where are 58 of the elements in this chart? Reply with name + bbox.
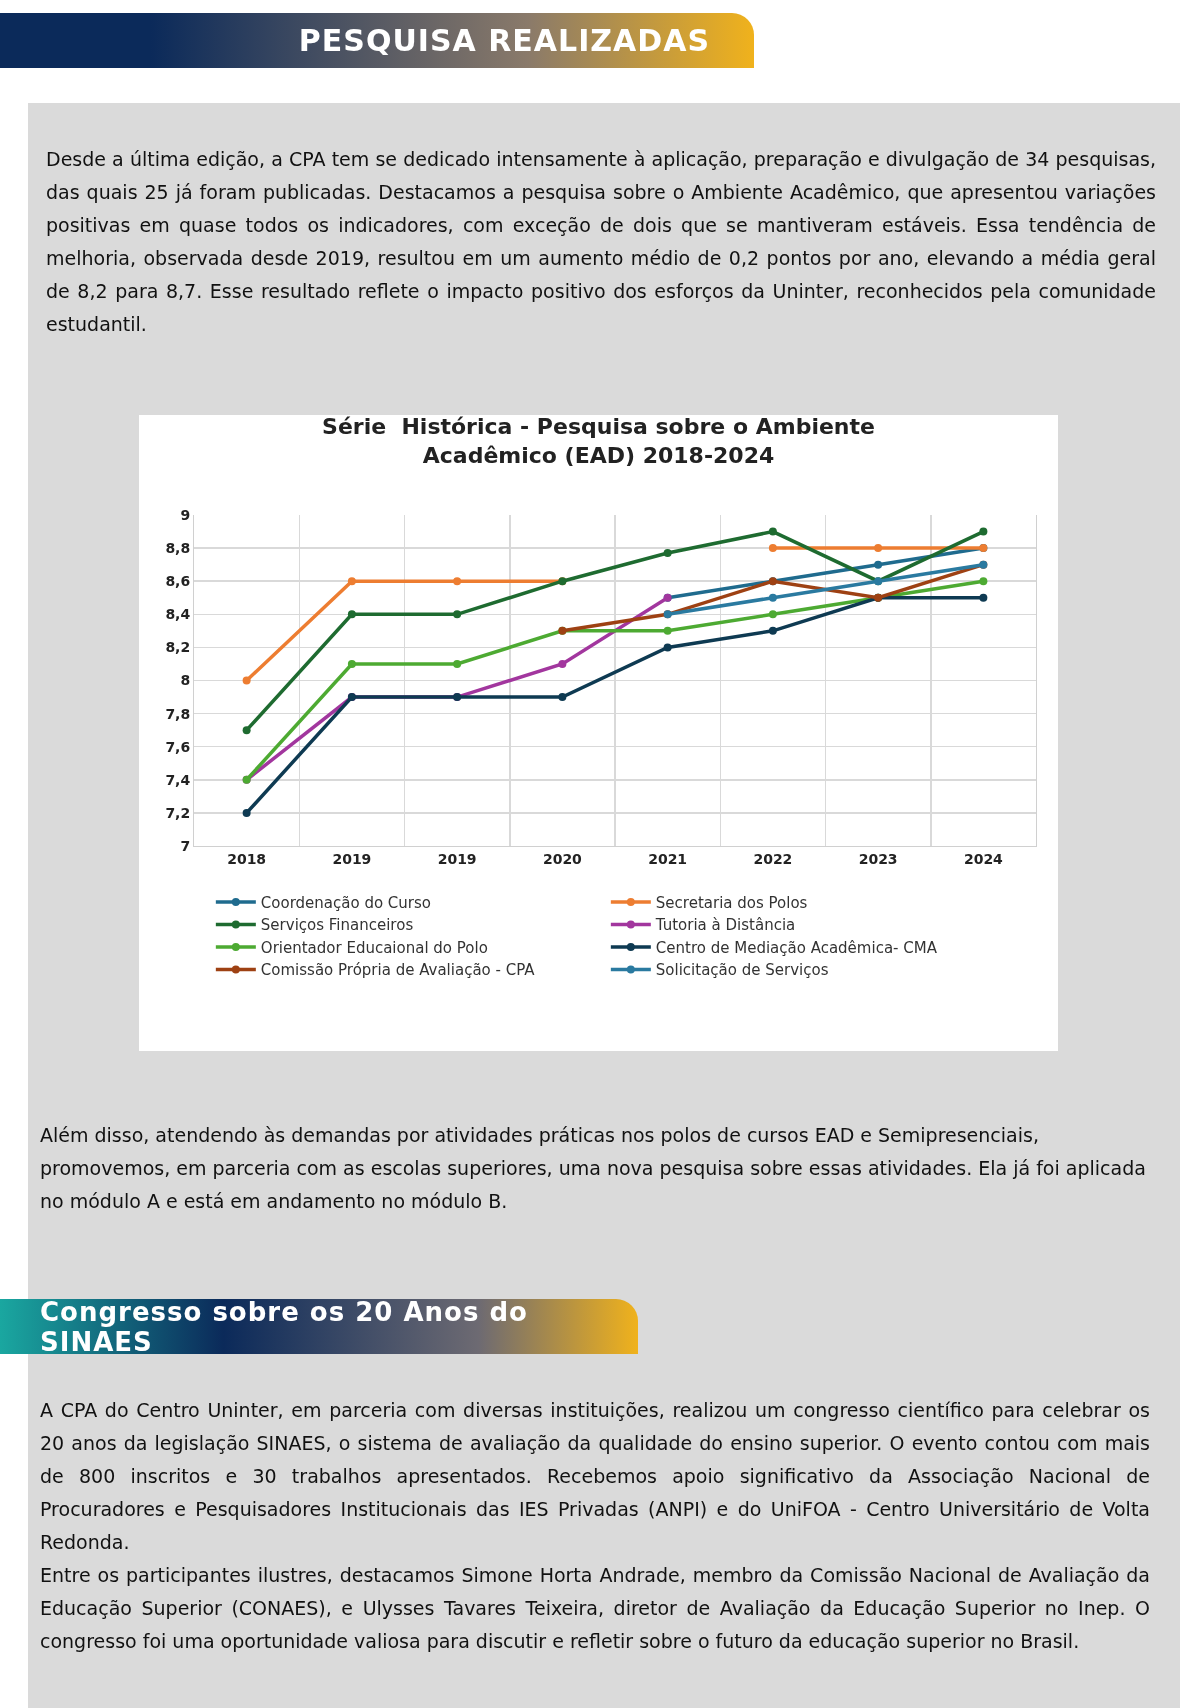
y-tick-label: 8 — [180, 672, 191, 689]
text: Congresso sobre os 20 Anos do SINAES — [40, 1296, 529, 1357]
text: Além disso, atendendo às demandas por atividades práticas nos polos de cursos EAD e Semipresenciais, promovemos, em parceria com as escolas superiores, uma nova pesquisa sobre essas atividades. Ela já foi aplicada no módulo A e está em andamento no módulo B. — [40, 1123, 1147, 1214]
y-tick-label: 8,4 — [165, 606, 191, 623]
x-tick-label: 2019 — [332, 850, 372, 867]
point — [874, 544, 883, 553]
point — [242, 808, 251, 817]
legend-label: Centro de Mediação Acadêmica- CMA — [655, 938, 938, 957]
point — [979, 593, 988, 602]
legend-label: Secretaria dos Polos — [655, 893, 808, 912]
point — [663, 626, 672, 635]
point — [453, 610, 462, 619]
point — [979, 577, 988, 586]
point — [768, 527, 777, 536]
chart-title: Série Histórica - Pesquisa sobre o Ambiente Acadêmico (EAD) 2018-2024 — [322, 414, 875, 468]
legend-label: Coordenação do Curso — [260, 893, 432, 912]
point — [558, 693, 567, 702]
point — [768, 610, 777, 619]
point — [663, 643, 672, 652]
point — [242, 676, 251, 685]
text: A CPA do Centro Uninter, em parceria com diversas instituições, realizou um congresso científico para celebrar os 20 anos da legislação SINAES, o sistema de avaliação da qualidade do ensino superior. O evento contou com mais de 800 inscritos e 30 trabalhos apresentados. Recebemos apoio significativo da Associação Nacional de Procuradores e Pesquisadores Institucionais das IES Privadas (ANPI) e do UniFOA - Centro Universitário de Volta Redonda. — [40, 1398, 1150, 1555]
y-tick-label: 8,8 — [165, 540, 191, 556]
y-tick-label: 7,4 — [165, 771, 191, 788]
point — [347, 610, 356, 619]
point — [453, 577, 462, 586]
point — [768, 626, 777, 635]
point — [979, 527, 988, 536]
x-tick-label: 2022 — [753, 850, 793, 867]
point — [347, 577, 356, 586]
legend-label: Solicitação de Serviços — [655, 961, 829, 980]
x-tick-label: 2021 — [648, 850, 688, 867]
x-tick-label: 2018 — [227, 850, 267, 867]
y-tick-label: 7 — [180, 837, 191, 854]
point — [242, 726, 251, 735]
point — [768, 544, 777, 553]
x-tick-label: 2019 — [437, 850, 477, 867]
legend-label: Tutoria à Distância — [654, 916, 796, 935]
point — [768, 593, 777, 602]
legend-label: Serviços Financeiros — [260, 916, 414, 935]
y-tick-label: 9 — [180, 506, 191, 523]
y-tick-label: 8,6 — [165, 573, 191, 590]
point — [347, 659, 356, 668]
y-tick-label: 8,2 — [165, 639, 191, 656]
point — [558, 659, 567, 668]
legend-label: Comissão Própria de Avaliação - CPA — [260, 961, 536, 980]
text: Entre os participantes ilustres, destacamos Simone Horta Andrade, membro da Comissão Nacional de Avaliação da Educação Superior (CONAES), e Ulysses Tavares Teixeira, diretor de Avaliação da Educação Superior no Inep. O congresso foi uma oportunidade valiosa para discutir e refletir sobre o futuro da educação superior no Brasil. — [40, 1563, 1150, 1654]
text: PESQUISA REALIZADAS — [298, 23, 710, 58]
point — [874, 560, 883, 569]
y-tick-label: 7,6 — [165, 738, 191, 755]
y-tick-label: 7,8 — [165, 705, 191, 722]
x-tick-label: 2020 — [542, 850, 583, 867]
x-tick-label: 2023 — [858, 850, 898, 867]
y-tick-label: 7,2 — [165, 804, 191, 821]
point — [663, 549, 672, 558]
text: Desde a última edição, a CPA tem se dedicado intensamente à aplicação, preparação e divulgação de 34 pesquisas, das quais 25 já foram publicadas. Destacamos a pesquisa sobre o Ambiente Acadêmico, que apresentou variações positivas em quase todos os indicadores, com exceção de dois que se mantiveram estáveis. Essa tendência de melhoria, observada desde 2019, resultou em um aumento médio de 0,2 pontos por ano, elevando a média geral de 8,2 para 8,7. Esse resultado reflete o impacto positivo dos esforços da Uninter, reconhecidos pela comunidade estudantil. — [46, 147, 1156, 337]
point — [453, 659, 462, 668]
legend-label: Orientador Educaional do Polo — [260, 938, 488, 957]
x-tick-label: 2024 — [963, 850, 1004, 867]
